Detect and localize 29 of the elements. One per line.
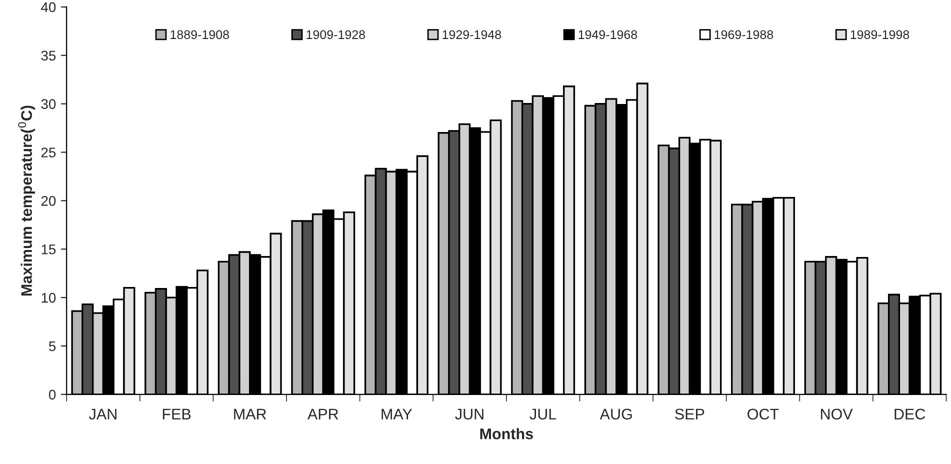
x-axis-title: Months	[480, 428, 533, 440]
x-tick-label: APR	[307, 408, 338, 420]
legend-label: 1949-1968	[578, 30, 638, 40]
y-axis-title: Maximum temperature($^{0}$C)	[18, 106, 35, 296]
x-tick-label: SEP	[675, 408, 704, 420]
y-tick-label: 20	[41, 196, 56, 206]
x-tick-label: AUG	[600, 408, 632, 420]
x-tick-label: NOV	[820, 408, 853, 420]
y-tick-label: 40	[41, 2, 56, 12]
y-tick-label: 35	[41, 50, 56, 61]
x-tick-label: OCT	[748, 408, 779, 420]
y-tick-label: 30	[41, 99, 56, 109]
x-tick-label: MAY	[382, 408, 412, 420]
y-tick-label: 25	[41, 148, 56, 158]
legend-label: 1989-1998	[850, 30, 910, 40]
legend-label: 1909-1928	[306, 30, 365, 40]
y-tick-label: 5	[48, 341, 56, 352]
x-tick-label: JAN	[89, 408, 116, 420]
legend-label: 1969-1988	[714, 30, 774, 40]
x-tick-label: JUN	[455, 408, 484, 420]
x-tick-label: MAR	[234, 408, 266, 420]
legend-label: 1889-1908	[170, 30, 229, 40]
y-tick-label: 15	[42, 244, 56, 254]
x-tick-label: FEB	[162, 408, 191, 420]
x-tick-label: DEC	[894, 408, 926, 420]
legend-label: 1929-1948	[442, 30, 502, 40]
x-tick-label: JUL	[530, 408, 556, 420]
y-tick-label: 0	[48, 390, 56, 400]
y-tick-label: 10	[42, 292, 56, 303]
